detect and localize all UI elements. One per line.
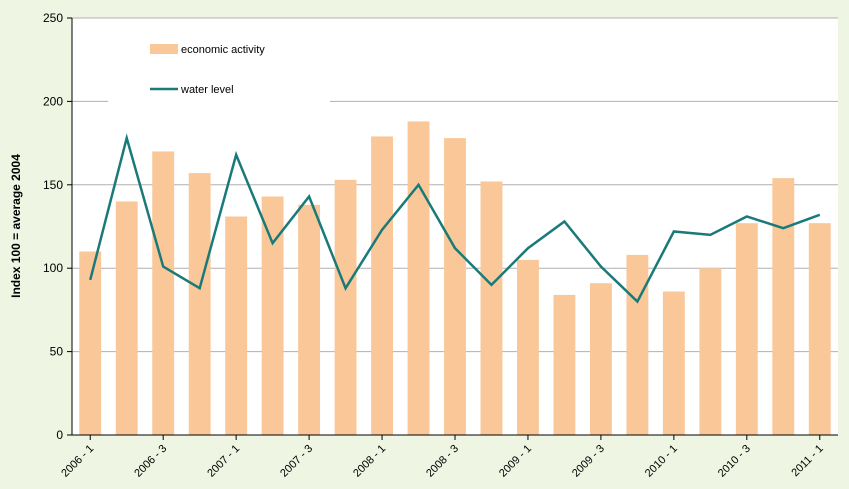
y-tick-label: 50 <box>50 345 64 359</box>
y-tick-label: 250 <box>43 11 63 25</box>
bar <box>699 268 722 435</box>
bar <box>808 223 831 435</box>
bar <box>480 181 503 435</box>
y-tick-label: 200 <box>43 94 63 108</box>
bar <box>371 136 393 436</box>
y-axis-title: Index 100 = average 2004 <box>9 154 23 298</box>
bar <box>261 196 284 435</box>
y-tick-label: 100 <box>43 261 63 275</box>
bar <box>225 216 248 435</box>
bar <box>407 121 430 435</box>
bar <box>772 178 795 436</box>
bar <box>188 173 211 435</box>
bar <box>735 223 758 435</box>
legend-label: economic activity <box>181 44 265 56</box>
bar <box>79 251 102 435</box>
legend-swatch <box>150 44 178 54</box>
legend-box <box>108 34 330 106</box>
bar <box>334 179 357 435</box>
bar <box>298 204 321 435</box>
line <box>89 133 821 304</box>
y-tick-label: 0 <box>56 428 63 442</box>
bar <box>115 201 138 435</box>
bar <box>626 254 649 435</box>
bar <box>553 294 576 435</box>
legend-label: water level <box>180 84 234 96</box>
bar <box>662 291 685 435</box>
bar <box>589 283 612 435</box>
bar <box>444 138 466 435</box>
bar <box>517 259 539 435</box>
y-tick-label: 150 <box>43 178 63 192</box>
bar <box>152 151 175 435</box>
